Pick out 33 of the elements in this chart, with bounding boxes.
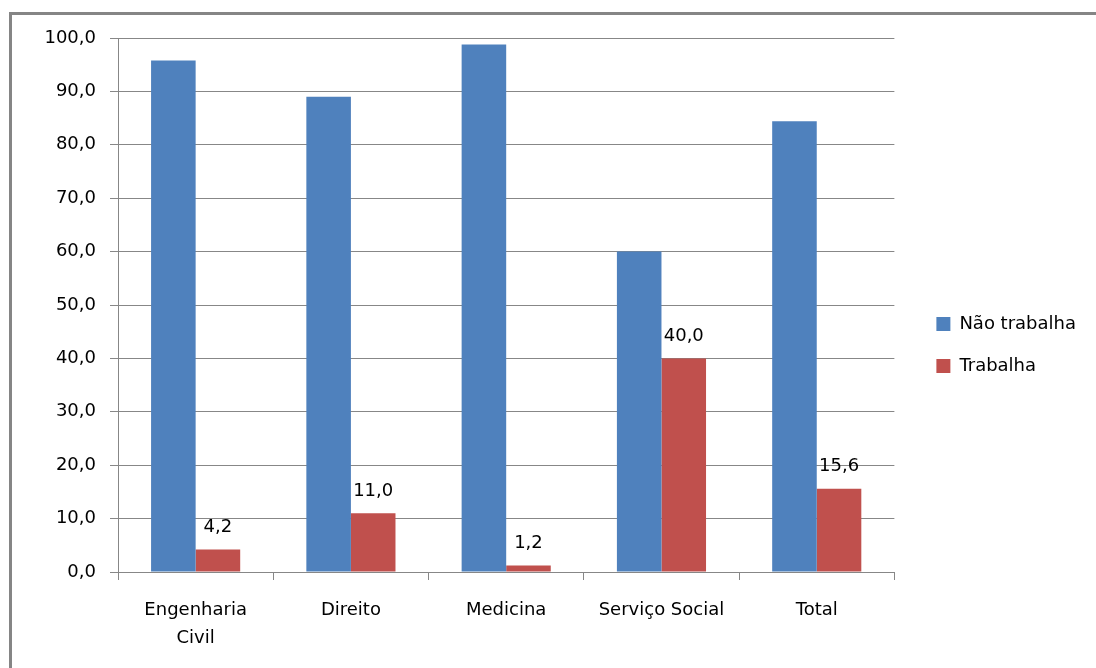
y-tick-label: 80,0 [55,132,96,154]
y-tick-label: 30,0 [55,399,96,421]
y-tick-label: 40,0 [55,346,96,368]
bar [661,358,707,572]
bar [616,251,662,572]
data-label: 15,6 [818,454,860,476]
data-label: 1,2 [514,531,543,553]
y-tick-label: 90,0 [55,79,96,101]
legend-label: Trabalha [958,353,1037,375]
data-label: 40,0 [663,324,704,346]
bar [151,60,196,572]
y-tick-label: 60,0 [55,239,96,261]
bar [195,549,241,572]
legend-label: Não trabalha [959,311,1077,333]
y-tick-label: 50,0 [55,292,96,314]
bar [306,96,351,572]
x-tick-label: Engenharia Civil [144,597,247,647]
x-tick-label: Direito [320,597,381,619]
bar [506,565,551,572]
bar [772,121,817,572]
bar [461,44,507,572]
bar [350,513,396,572]
x-tick-label: Medicina [466,597,547,619]
x-tick-label: Serviço Social [598,597,725,619]
x-tick-label: Total [794,597,838,619]
data-label: 4,2 [203,515,233,537]
y-tick-label: 0,0 [67,559,96,581]
y-tick-label: 20,0 [55,452,96,474]
bar [816,488,862,572]
y-tick-label: 100,0 [44,25,96,47]
data-label: 11,0 [353,478,394,500]
y-tick-label: 10,0 [55,506,96,528]
y-tick-label: 70,0 [55,185,96,207]
